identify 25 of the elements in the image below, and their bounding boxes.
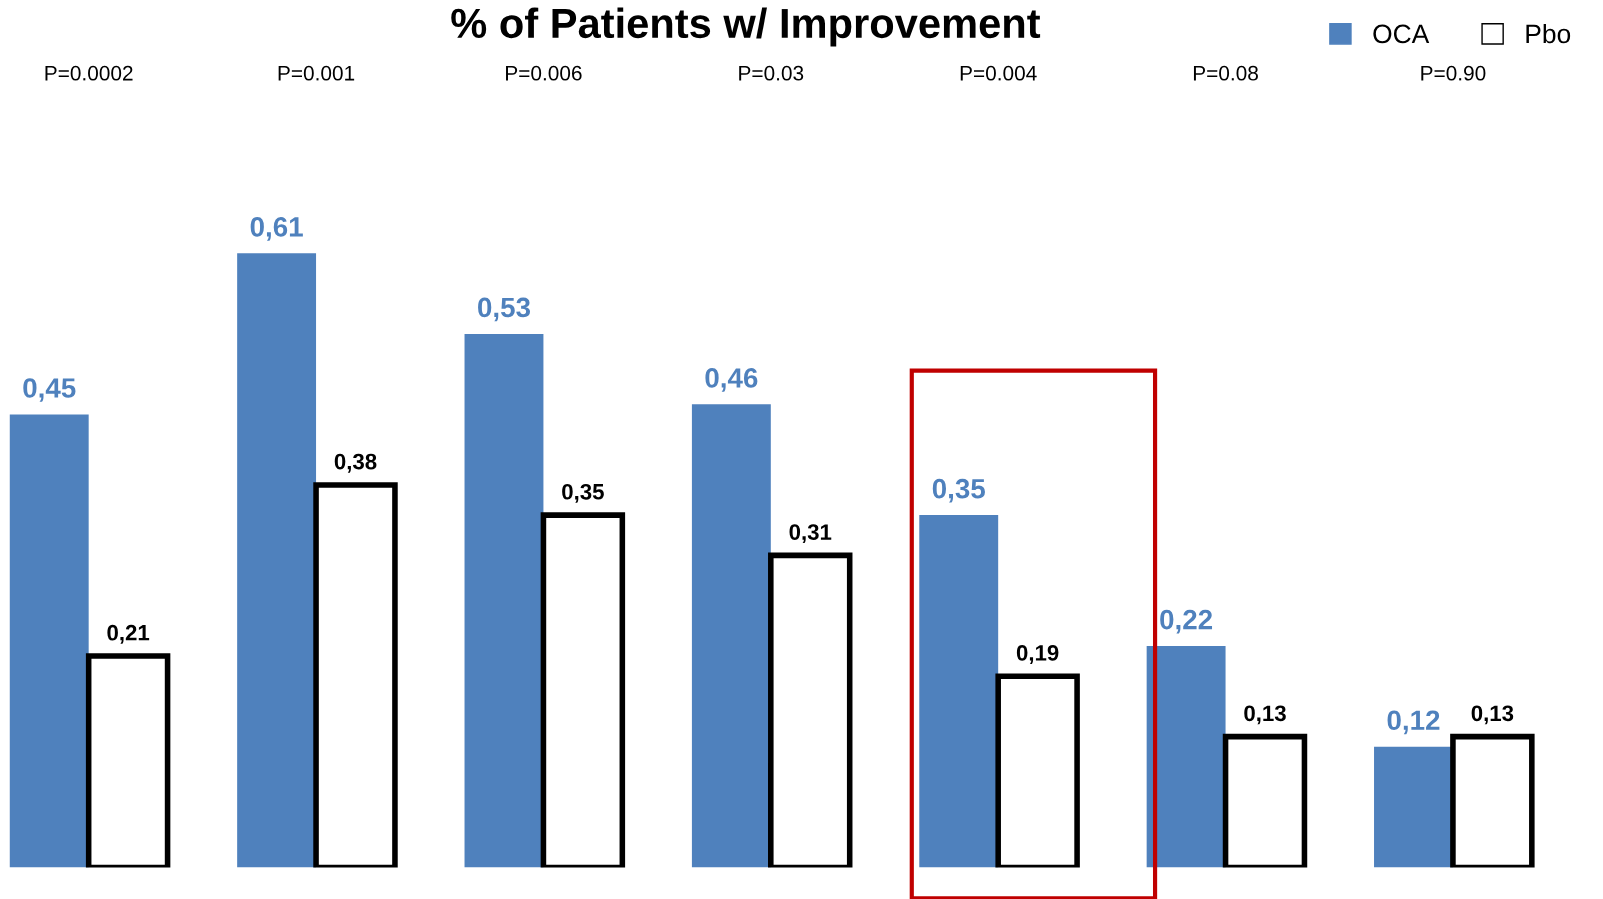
text: P=0.001: [278, 65, 355, 81]
text: P=0.006: [506, 65, 582, 81]
legend-label: Pbo: [1526, 23, 1571, 44]
text: P=0.90: [1421, 65, 1486, 81]
text: P=0.08: [1193, 65, 1258, 81]
text: P=0.0002: [45, 65, 133, 81]
data-label: 0,19: [1016, 644, 1059, 664]
chart-title: % of Patients w/ Improvement: [451, 7, 1041, 47]
data-label: 0,38: [334, 453, 377, 473]
data-label: 0,12: [1387, 710, 1440, 735]
data-label: 0,13: [1244, 705, 1286, 725]
text: P=0.004: [960, 65, 1037, 81]
text: P=0.03: [739, 65, 804, 81]
data-label: 0,35: [932, 478, 985, 503]
data-label: 0,21: [107, 624, 150, 644]
data-label: 0,35: [562, 483, 604, 503]
data-label: 0,53: [478, 297, 531, 322]
data-label: 0,22: [1160, 609, 1213, 634]
legend-label: OCA: [1373, 24, 1430, 44]
data-label: 0,46: [705, 368, 758, 392]
data-label: 0,61: [250, 217, 303, 241]
data-label: 0,45: [23, 378, 76, 402]
data-label: 0,31: [789, 524, 832, 544]
data-label: 0,13: [1471, 705, 1514, 725]
bar: [9, 414, 89, 868]
